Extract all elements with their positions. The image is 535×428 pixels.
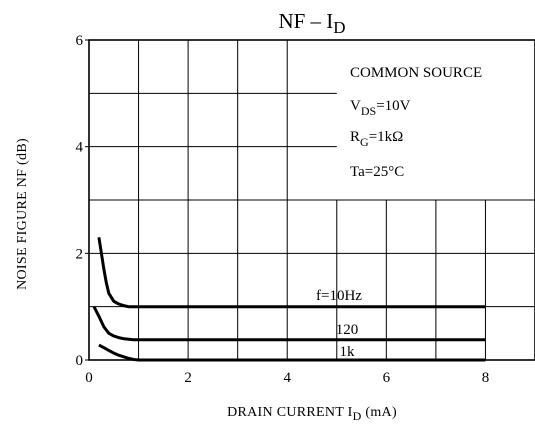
- x-axis-label-main: DRAIN CURRENT I: [227, 405, 353, 420]
- x-axis-label-subscript: D: [353, 409, 362, 423]
- test-conditions-annotation: COMMON SOURCE VDS=10V RG=1kΩ Ta=25°C: [350, 65, 482, 180]
- condition-ta: Ta=25°C: [350, 164, 404, 180]
- series-curves: [92, 237, 486, 362]
- x-tick-label-2: 2: [184, 370, 192, 386]
- x-tick-label-6: 6: [383, 370, 391, 386]
- y-axis-label: NOISE FIGURE NF (dB): [15, 138, 30, 290]
- condition-vds-value: =10V: [376, 98, 410, 114]
- condition-rg-value: =1kΩ: [369, 129, 404, 145]
- x-axis-label: DRAIN CURRENT ID (mA): [227, 405, 397, 423]
- x-tick-label-4: 4: [283, 370, 291, 386]
- series-line-2: [98, 343, 486, 362]
- condition-vds-subscript: DS: [361, 104, 376, 118]
- y-tick-label-2: 2: [76, 246, 84, 262]
- series-label-1: 120: [336, 322, 359, 338]
- series-line-1: [92, 306, 486, 342]
- x-tick-label-0: 0: [85, 370, 93, 386]
- series-label-2: 1k: [340, 344, 356, 360]
- condition-ta-main: Ta=25°C: [350, 164, 404, 180]
- series-label-0: f=10Hz: [316, 288, 362, 304]
- condition-rg: RG=1kΩ: [350, 129, 403, 149]
- condition-source: COMMON SOURCE: [350, 65, 482, 81]
- grid-lines: [85, 39, 535, 361]
- condition-vds: VDS=10V: [350, 98, 411, 118]
- condition-rg-subscript: G: [360, 135, 369, 149]
- condition-rg-main: R: [350, 129, 360, 145]
- x-tick-label-8: 8: [482, 370, 490, 386]
- chart-title-subscript: D: [333, 18, 345, 37]
- y-tick-label-6: 6: [76, 33, 84, 49]
- condition-source-main: COMMON SOURCE: [350, 65, 482, 81]
- chart-title-main: NF – I: [278, 9, 333, 33]
- y-tick-label-4: 4: [76, 140, 84, 156]
- condition-vds-main: V: [350, 98, 361, 114]
- y-tick-labels: 0 2 4 6: [76, 33, 84, 369]
- series-line-0: [97, 237, 486, 309]
- series-labels: f=10Hz 120 1k: [316, 288, 362, 360]
- x-axis-label-unit: (mA): [362, 405, 397, 420]
- x-tick-labels: 0 2 4 6 8: [85, 370, 489, 386]
- y-tick-label-0: 0: [76, 353, 84, 369]
- chart-title: NF – ID: [278, 9, 345, 37]
